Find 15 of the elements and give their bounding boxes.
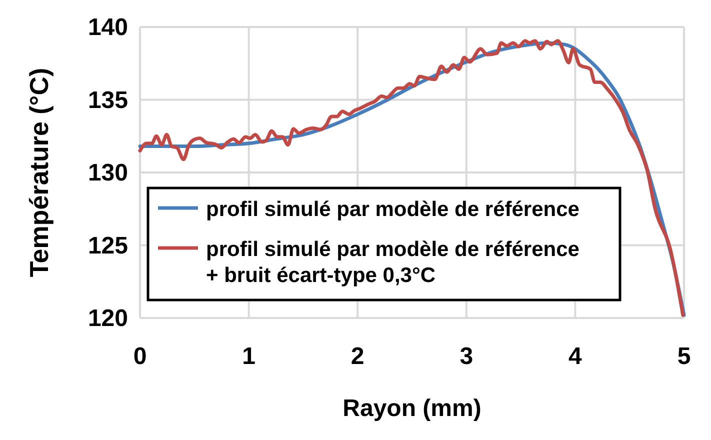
x-tick-label: 2 <box>350 343 364 370</box>
y-tick-label: 120 <box>88 305 128 332</box>
y-axis-title: Température (°C) <box>24 68 54 278</box>
y-tick-label: 125 <box>88 232 128 260</box>
legend-label: profil simulé par modèle de référence <box>206 198 580 221</box>
x-tick-label: 3 <box>460 343 474 370</box>
y-tick-label: 140 <box>88 14 128 41</box>
x-tick-label: 0 <box>133 343 147 370</box>
x-tick-label: 4 <box>568 343 583 370</box>
x-axis-title: Rayon (mm) <box>342 395 482 422</box>
x-tick-label: 5 <box>677 343 691 370</box>
y-tick-label: 130 <box>88 160 128 186</box>
y-tick-label: 135 <box>88 86 128 114</box>
x-tick-label: 1 <box>242 343 256 370</box>
legend-label: profil simulé par modèle de référence + bruit écart-type 0,3°C <box>206 238 580 287</box>
